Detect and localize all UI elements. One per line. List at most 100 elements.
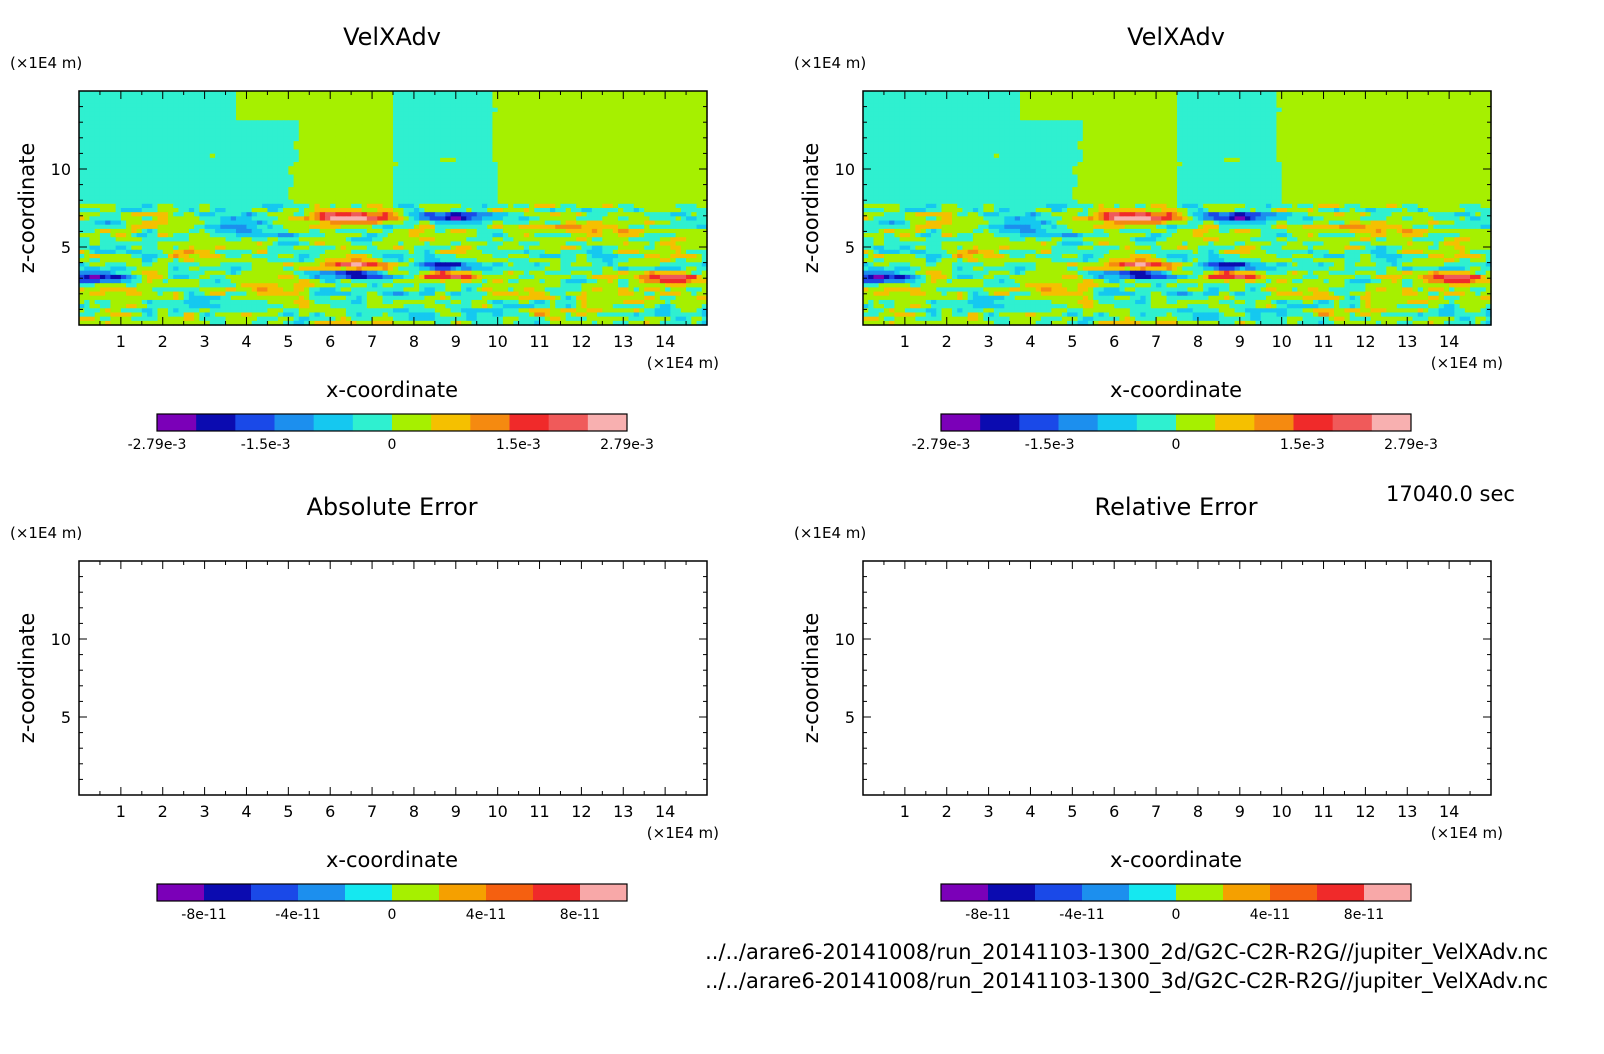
- heatmap-cell: [413, 262, 420, 268]
- heatmap-cell: [372, 199, 378, 205]
- heatmap-cell: [586, 124, 593, 130]
- heatmap-cell: [398, 228, 405, 234]
- heatmap-cell: [518, 212, 525, 217]
- heatmap-cell: [225, 136, 232, 142]
- heatmap-cell: [628, 153, 635, 159]
- heatmap-cell: [408, 253, 415, 259]
- heatmap-cell: [539, 216, 546, 222]
- heatmap-cell: [298, 120, 305, 126]
- heatmap-cell: [246, 141, 253, 146]
- heatmap-cell: [157, 174, 164, 180]
- heatmap-cell: [126, 166, 132, 171]
- heatmap-cell: [513, 103, 520, 109]
- heatmap-cell: [178, 249, 185, 255]
- heatmap-cell: [79, 237, 85, 243]
- heatmap-cell: [382, 136, 389, 142]
- heatmap-cell: [115, 249, 122, 255]
- heatmap-cell: [105, 245, 111, 251]
- heatmap-cell: [450, 136, 457, 142]
- heatmap-cell: [230, 153, 237, 159]
- heatmap-cell: [680, 216, 687, 222]
- heatmap-cell: [241, 216, 248, 222]
- heatmap-cell: [173, 124, 180, 130]
- heatmap-cell: [256, 141, 263, 146]
- heatmap-cell: [314, 91, 321, 96]
- heatmap-cell: [173, 212, 180, 217]
- heatmap-cell: [356, 153, 363, 159]
- heatmap-cell: [183, 174, 190, 180]
- heatmap-cell: [335, 228, 342, 234]
- heatmap-cell: [136, 187, 143, 192]
- heatmap-cell: [94, 182, 101, 188]
- heatmap-cell: [633, 149, 640, 155]
- heatmap-cell: [644, 224, 651, 230]
- heatmap-cell: [434, 195, 441, 201]
- heatmap-cell: [497, 220, 504, 226]
- heatmap-cell: [262, 253, 268, 259]
- heatmap-cell: [314, 237, 321, 243]
- heatmap-cell: [581, 162, 588, 167]
- heatmap-cell: [408, 103, 415, 109]
- heatmap-cell: [691, 170, 698, 176]
- heatmap-cell: [105, 166, 111, 171]
- heatmap-cell: [319, 199, 326, 205]
- heatmap-cell: [670, 145, 677, 151]
- heatmap-cell: [481, 220, 488, 226]
- heatmap-cell: [586, 245, 593, 251]
- heatmap-cell: [403, 136, 410, 142]
- heatmap-cell: [230, 216, 237, 222]
- heatmap-cell: [340, 224, 347, 230]
- heatmap-cell: [398, 136, 405, 142]
- heatmap-cell: [147, 107, 153, 113]
- heatmap-cell: [372, 233, 378, 238]
- heatmap-cell: [304, 116, 310, 121]
- heatmap-cell: [141, 170, 148, 176]
- heatmap-cell: [413, 124, 420, 130]
- heatmap-cell: [178, 203, 185, 209]
- heatmap-cell: [304, 128, 310, 134]
- heatmap-cell: [366, 178, 373, 184]
- heatmap-cell: [623, 249, 630, 255]
- heatmap-cell: [351, 145, 357, 151]
- heatmap-cell: [157, 195, 164, 201]
- heatmap-cell: [492, 166, 499, 171]
- heatmap-cell: [691, 166, 698, 171]
- heatmap-cell: [99, 107, 106, 113]
- heatmap-cell: [523, 91, 530, 96]
- heatmap-cell: [89, 141, 96, 146]
- heatmap-cell: [555, 107, 562, 113]
- heatmap-cell: [194, 208, 200, 213]
- heatmap-cell: [136, 178, 143, 184]
- heatmap-cell: [79, 145, 85, 151]
- heatmap-cell: [591, 103, 598, 109]
- heatmap-cell: [675, 99, 682, 105]
- heatmap-cell: [476, 162, 483, 167]
- heatmap-cell: [89, 195, 96, 201]
- heatmap-cell: [131, 128, 138, 134]
- heatmap-cell: [356, 132, 363, 138]
- heatmap-cell: [638, 228, 645, 234]
- heatmap-cell: [215, 107, 221, 113]
- heatmap-cell: [157, 111, 164, 117]
- heatmap-cell: [272, 124, 279, 130]
- heatmap-cell: [298, 116, 305, 121]
- heatmap-cell: [372, 162, 378, 167]
- heatmap-cell: [481, 141, 488, 146]
- heatmap-cell: [351, 233, 357, 238]
- heatmap-cell: [576, 149, 582, 155]
- heatmap-cell: [529, 233, 535, 238]
- heatmap-cell: [481, 107, 488, 113]
- heatmap-cell: [649, 149, 656, 155]
- heatmap-cell: [225, 111, 232, 117]
- heatmap-cell: [387, 116, 394, 121]
- heatmap-cell: [607, 228, 614, 234]
- heatmap-cell: [481, 132, 488, 138]
- heatmap-cell: [403, 212, 410, 217]
- heatmap-cell: [623, 136, 630, 142]
- heatmap-cell: [120, 182, 127, 188]
- heatmap-cell: [147, 195, 153, 201]
- heatmap-cell: [539, 187, 546, 192]
- heatmap-cell: [361, 170, 368, 176]
- heatmap-cell: [581, 178, 588, 184]
- heatmap-cell: [382, 141, 389, 146]
